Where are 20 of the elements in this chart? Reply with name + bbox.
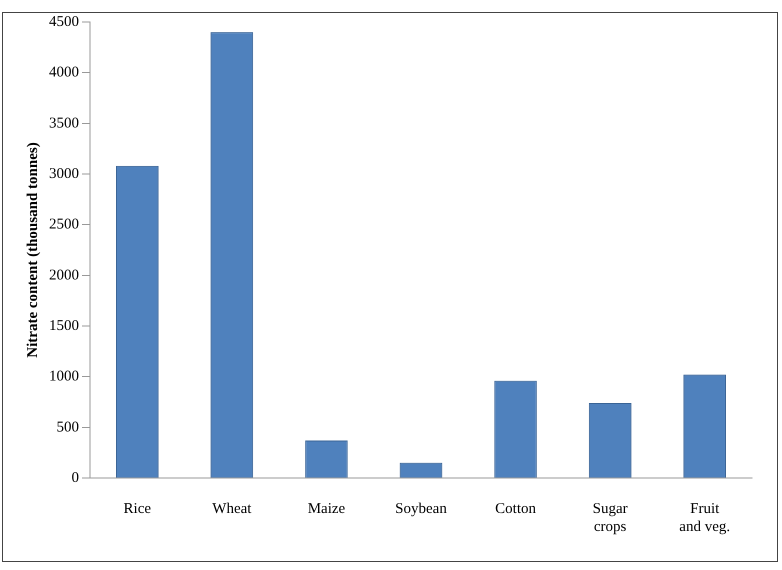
x-tick-label: Soybean [395, 500, 448, 517]
category-label: Sugar [592, 500, 628, 517]
x-tick-label: Cotton [495, 500, 536, 517]
x-tick-label: Wheat [212, 500, 252, 517]
y-tick-label: 0 [72, 470, 79, 486]
y-tick-label: 2000 [49, 267, 79, 284]
y-tick-label: 4500 [49, 14, 79, 30]
y-tick-label: 4000 [49, 64, 79, 81]
y-tick-label: 2500 [49, 216, 79, 233]
y-axis-title: Nitrate content (thousand tonnes) [24, 142, 41, 358]
y-tick-label: 3500 [49, 115, 79, 132]
y-tick-label: 500 [56, 419, 79, 436]
y-tick-label: 3000 [49, 166, 79, 182]
category-label: crops [594, 518, 626, 535]
x-tick-label: Rice [124, 500, 152, 517]
y-tick-label: 1000 [49, 368, 79, 385]
y-tick-label: 1500 [49, 318, 79, 334]
x-tick-label: Maize [308, 500, 346, 517]
category-label: Fruit [690, 500, 720, 517]
category-label: and veg. [679, 518, 730, 535]
